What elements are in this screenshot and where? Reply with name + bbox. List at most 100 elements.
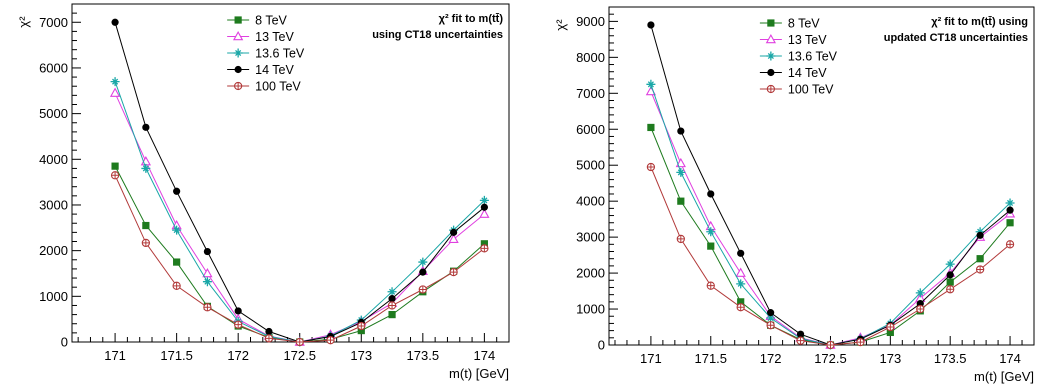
data-point [418, 285, 427, 294]
legend-label: 100 TeV [255, 80, 301, 94]
legend-marker [234, 65, 242, 74]
x-axis-title: m(t) [GeV] [974, 369, 1034, 384]
data-point [480, 240, 488, 248]
y-tick-label: 9000 [576, 14, 605, 29]
x-tick-label: 174 [999, 351, 1021, 366]
plot-frame [71, 3, 510, 343]
data-point [203, 303, 212, 312]
data-point [448, 233, 459, 243]
data-point [826, 340, 835, 350]
x-tick-label: 172.5 [814, 351, 847, 366]
x-axis-title: m(t) [GeV] [449, 366, 509, 381]
data-point [886, 328, 894, 337]
data-point [141, 163, 151, 173]
y-tick-label: 2000 [576, 266, 605, 281]
data-point [110, 171, 120, 180]
data-point [173, 258, 181, 266]
data-point [946, 271, 954, 279]
data-point [1006, 206, 1014, 214]
data-point [234, 320, 243, 329]
data-point [707, 242, 715, 250]
data-point [202, 267, 213, 278]
x-tick-label: 171.5 [694, 351, 727, 366]
legend-label: 100 TeV [788, 83, 834, 97]
chart-annotation: using CT18 uncertainties [372, 29, 503, 41]
legend-marker [766, 51, 776, 61]
data-point [142, 123, 150, 131]
y-tick-label: 4000 [39, 152, 68, 167]
legend-label: 14 TeV [788, 66, 827, 80]
y-tick-label: 6000 [576, 122, 605, 137]
data-point [646, 162, 656, 172]
data-point [767, 309, 775, 317]
data-point [675, 157, 686, 168]
series-line [114, 165, 485, 343]
data-point [480, 244, 489, 253]
y-tick-label: 5000 [39, 106, 68, 121]
y-tick-label: 8000 [576, 50, 605, 65]
data-point [647, 123, 655, 132]
legend-marker [234, 16, 242, 24]
data-point [141, 238, 151, 248]
legend-label: 13 TeV [788, 33, 827, 47]
data-point [173, 187, 181, 195]
data-point [203, 247, 212, 256]
data-point [915, 288, 925, 298]
data-point [737, 298, 745, 306]
data-point [766, 321, 775, 330]
series-8-tev [111, 162, 488, 346]
series-100-tev [110, 171, 489, 347]
chart-annotation: χ² fit to m(tt̄) [439, 13, 504, 25]
x-tick-label: 173 [879, 351, 901, 366]
y-tick-label: 2000 [39, 243, 68, 258]
data-point [111, 18, 119, 26]
series-line [650, 127, 1011, 346]
data-point [677, 197, 685, 205]
legend: 8 TeV 13 TeV 13.6 TeV 14 TeV 100 TeV [227, 14, 305, 94]
y-tick-label: 7000 [39, 15, 68, 30]
data-point [946, 285, 955, 294]
legend-marker [767, 68, 775, 77]
data-point [265, 327, 273, 336]
series-14-tev [647, 21, 1014, 349]
series-14-tev [111, 18, 488, 346]
chart-annotation: updated CT18 uncertainties [884, 32, 1028, 44]
y-axis-title: χ² [553, 19, 568, 31]
y-tick-label: 3000 [39, 197, 68, 212]
y-tick-label: 6000 [39, 60, 68, 75]
data-point [737, 249, 745, 257]
series-line [650, 24, 1011, 346]
y-tick-label: 7000 [576, 86, 605, 101]
data-point [479, 208, 490, 218]
data-point [387, 301, 397, 310]
data-point [1005, 240, 1015, 249]
x-tick-label: 173 [350, 348, 372, 363]
data-point [111, 162, 119, 170]
y-tick-label: 1000 [39, 289, 68, 304]
data-point [110, 77, 120, 87]
plot-frame [608, 6, 1035, 346]
series-line [650, 91, 1011, 346]
data-point [646, 79, 656, 89]
data-point [676, 167, 686, 177]
data-point [975, 265, 985, 274]
legend-marker [767, 19, 775, 27]
legend-marker [766, 84, 776, 94]
chart-right-svg: 0 1000 2000 3000 4000 5000 6000 7000 8000 9000 171… [553, 6, 1035, 384]
data-point [480, 203, 488, 211]
series-line [650, 166, 1011, 346]
data-point [976, 255, 984, 263]
legend-label: 13.6 TeV [255, 47, 305, 61]
legend: 8 TeV 13 TeV 13.6 TeV 14 TeV 100 TeV [759, 17, 838, 97]
data-point [419, 268, 427, 276]
data-point [1005, 198, 1015, 208]
data-point [706, 227, 716, 237]
series-line [114, 175, 485, 343]
data-point [449, 267, 458, 277]
data-point [796, 330, 805, 338]
legend-marker [765, 33, 777, 44]
data-point [295, 337, 304, 347]
data-point [886, 322, 895, 332]
x-tick-label: 173.5 [407, 348, 440, 363]
series-100-tev [646, 162, 1015, 350]
